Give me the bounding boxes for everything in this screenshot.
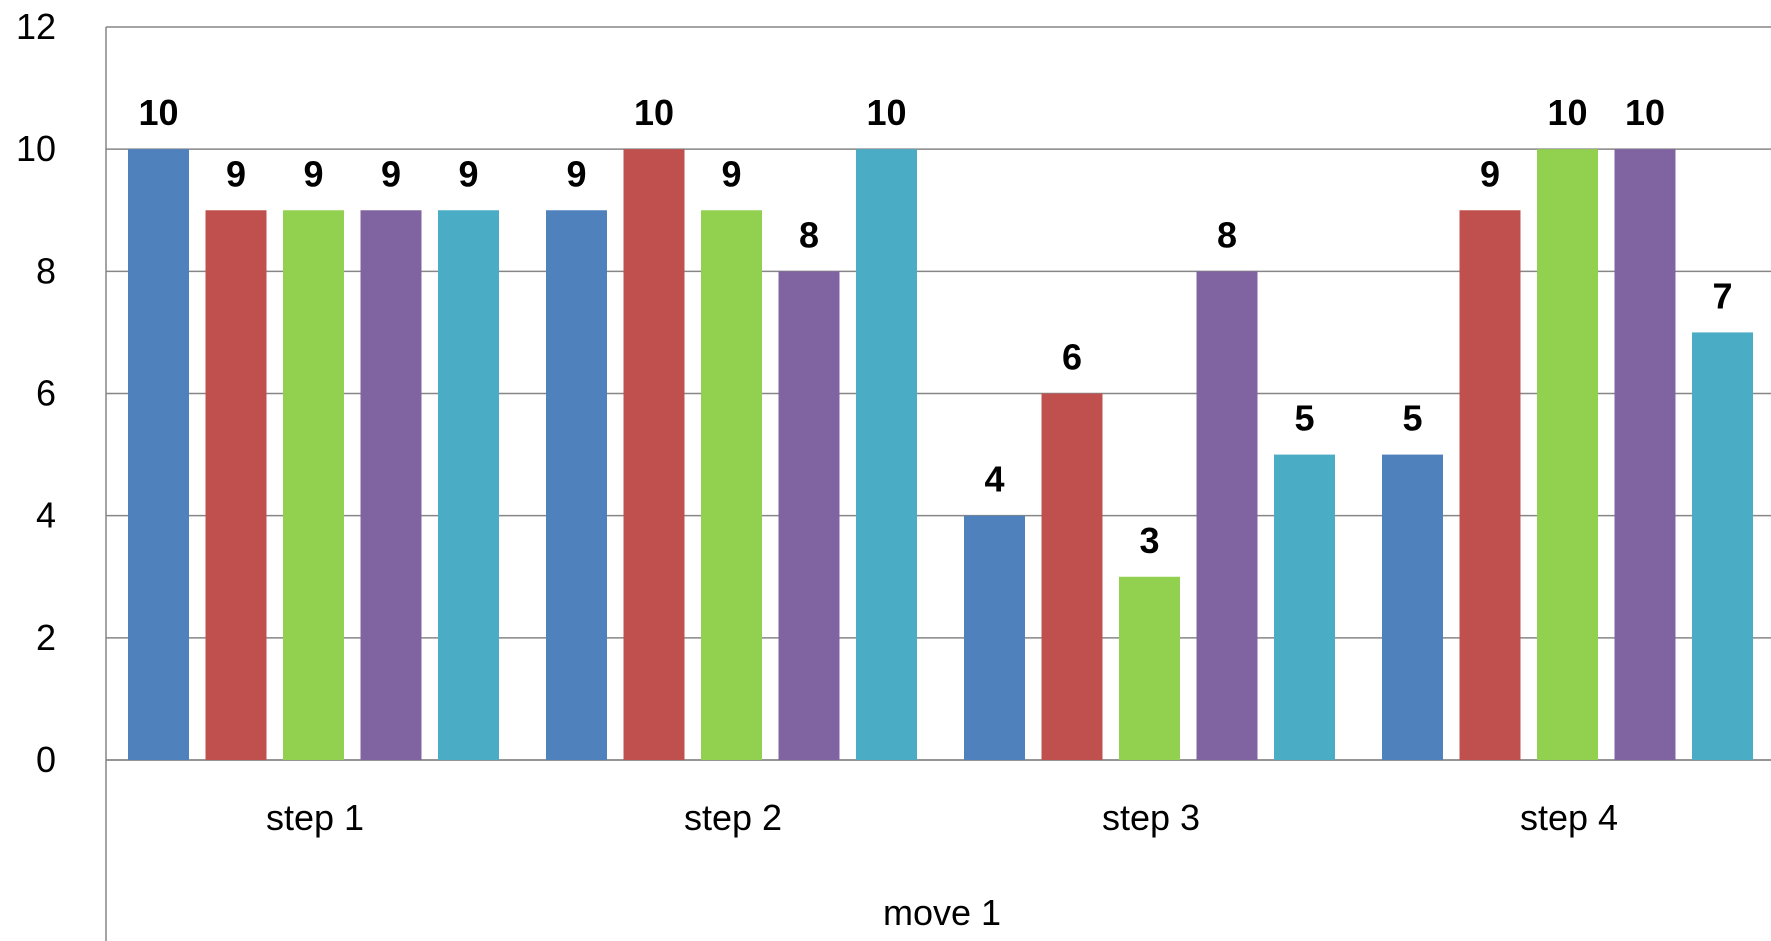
y-tick-label: 12 [16,6,56,47]
y-tick-label: 8 [36,250,56,291]
data-label: 9 [566,153,586,194]
data-label: 9 [458,153,478,194]
y-tick-label: 6 [36,373,56,414]
data-labels: 10 9 9 9 9 9 10 9 8 10 4 6 3 8 5 5 9 10 10 7 [138,92,1732,561]
data-label: 9 [303,153,323,194]
data-label: 8 [1217,214,1237,255]
category-label: step 2 [684,797,782,838]
gridlines [106,26,1771,761]
bar [778,271,840,760]
category-label: step 4 [1520,797,1618,838]
bar [438,210,499,760]
bar [205,210,267,760]
bar [1537,149,1598,760]
bar [701,210,762,760]
bar [1041,393,1103,760]
data-label: 9 [381,153,401,194]
bar [1274,454,1335,760]
bar [1119,576,1180,760]
category-labels: step 1 step 2 step 3 step 4 [266,797,1618,838]
data-label: 6 [1062,337,1082,378]
bar [1692,332,1753,760]
bar [1459,210,1521,760]
category-label: step 1 [266,797,364,838]
bars [128,149,1753,760]
data-label: 3 [1139,520,1159,561]
data-label: 10 [1625,92,1665,133]
y-tick-labels: 0 2 4 6 8 10 12 [16,6,56,780]
data-label: 10 [634,92,674,133]
data-label: 10 [866,92,906,133]
bar [964,515,1025,760]
bar [1196,271,1258,760]
bar [623,149,685,760]
data-label: 9 [226,153,246,194]
data-label: 10 [1547,92,1587,133]
data-label: 8 [799,214,819,255]
bar [1382,454,1443,760]
data-label: 7 [1712,275,1732,316]
data-label: 9 [1480,153,1500,194]
y-tick-label: 2 [36,617,56,658]
data-label: 9 [721,153,741,194]
bar [856,149,917,760]
bar [283,210,344,760]
bar [546,210,607,760]
group-label: move 1 [883,892,1001,933]
y-tick-label: 10 [16,128,56,169]
bar [360,210,422,760]
data-label: 5 [1402,398,1422,439]
y-tick-label: 4 [36,495,56,536]
data-label: 5 [1294,398,1314,439]
data-label: 10 [138,92,178,133]
bar [1614,149,1676,760]
category-label: step 3 [1102,797,1200,838]
bar [128,149,189,760]
data-label: 4 [984,459,1004,500]
y-tick-label: 0 [36,739,56,780]
